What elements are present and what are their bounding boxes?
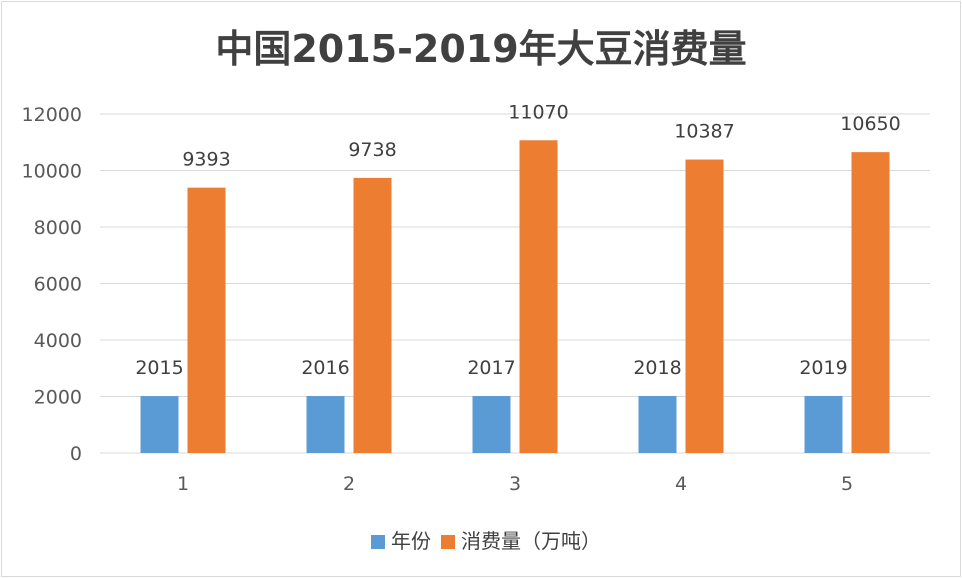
data-label: 2017	[467, 357, 515, 379]
bar-consumption	[519, 140, 558, 453]
y-tick-label: 6000	[34, 274, 82, 296]
data-label: 9393	[182, 149, 230, 171]
data-label: 2018	[633, 357, 681, 379]
legend-swatch	[371, 535, 385, 549]
data-label: 11070	[508, 101, 568, 123]
x-tick-label: 1	[177, 473, 189, 495]
x-tick-label: 4	[675, 473, 687, 495]
y-tick-label: 0	[70, 443, 82, 465]
data-label: 10650	[840, 113, 900, 135]
x-tick-label: 2	[343, 473, 355, 495]
bar-year	[472, 396, 511, 453]
y-tick-label: 10000	[22, 161, 82, 183]
bar-consumption	[851, 152, 890, 453]
bar-year	[638, 395, 677, 453]
y-tick-label: 4000	[34, 330, 82, 352]
bar-year	[140, 396, 179, 453]
bar-year	[804, 395, 843, 453]
bar-year	[306, 396, 345, 453]
chart-title: 中国2015-2019年大豆消费量	[215, 27, 747, 71]
bar-consumption	[353, 177, 392, 454]
y-tick-label: 2000	[34, 387, 82, 409]
legend-label: 年份	[391, 529, 431, 553]
bar-consumption	[187, 187, 226, 453]
legend: 年份 消费量（万吨）	[0, 525, 962, 554]
data-label: 9738	[348, 139, 396, 161]
legend-label: 消费量（万吨）	[461, 529, 601, 553]
bar-consumption	[685, 159, 724, 453]
data-label: 10387	[674, 121, 734, 143]
data-label: 2016	[301, 357, 349, 379]
x-tick-label: 3	[509, 473, 521, 495]
data-label: 2015	[135, 357, 183, 379]
x-tick-label: 5	[841, 473, 853, 495]
legend-swatch	[441, 535, 455, 549]
y-tick-label: 12000	[22, 104, 82, 126]
data-label: 2019	[799, 357, 847, 379]
y-tick-label: 8000	[34, 217, 82, 239]
